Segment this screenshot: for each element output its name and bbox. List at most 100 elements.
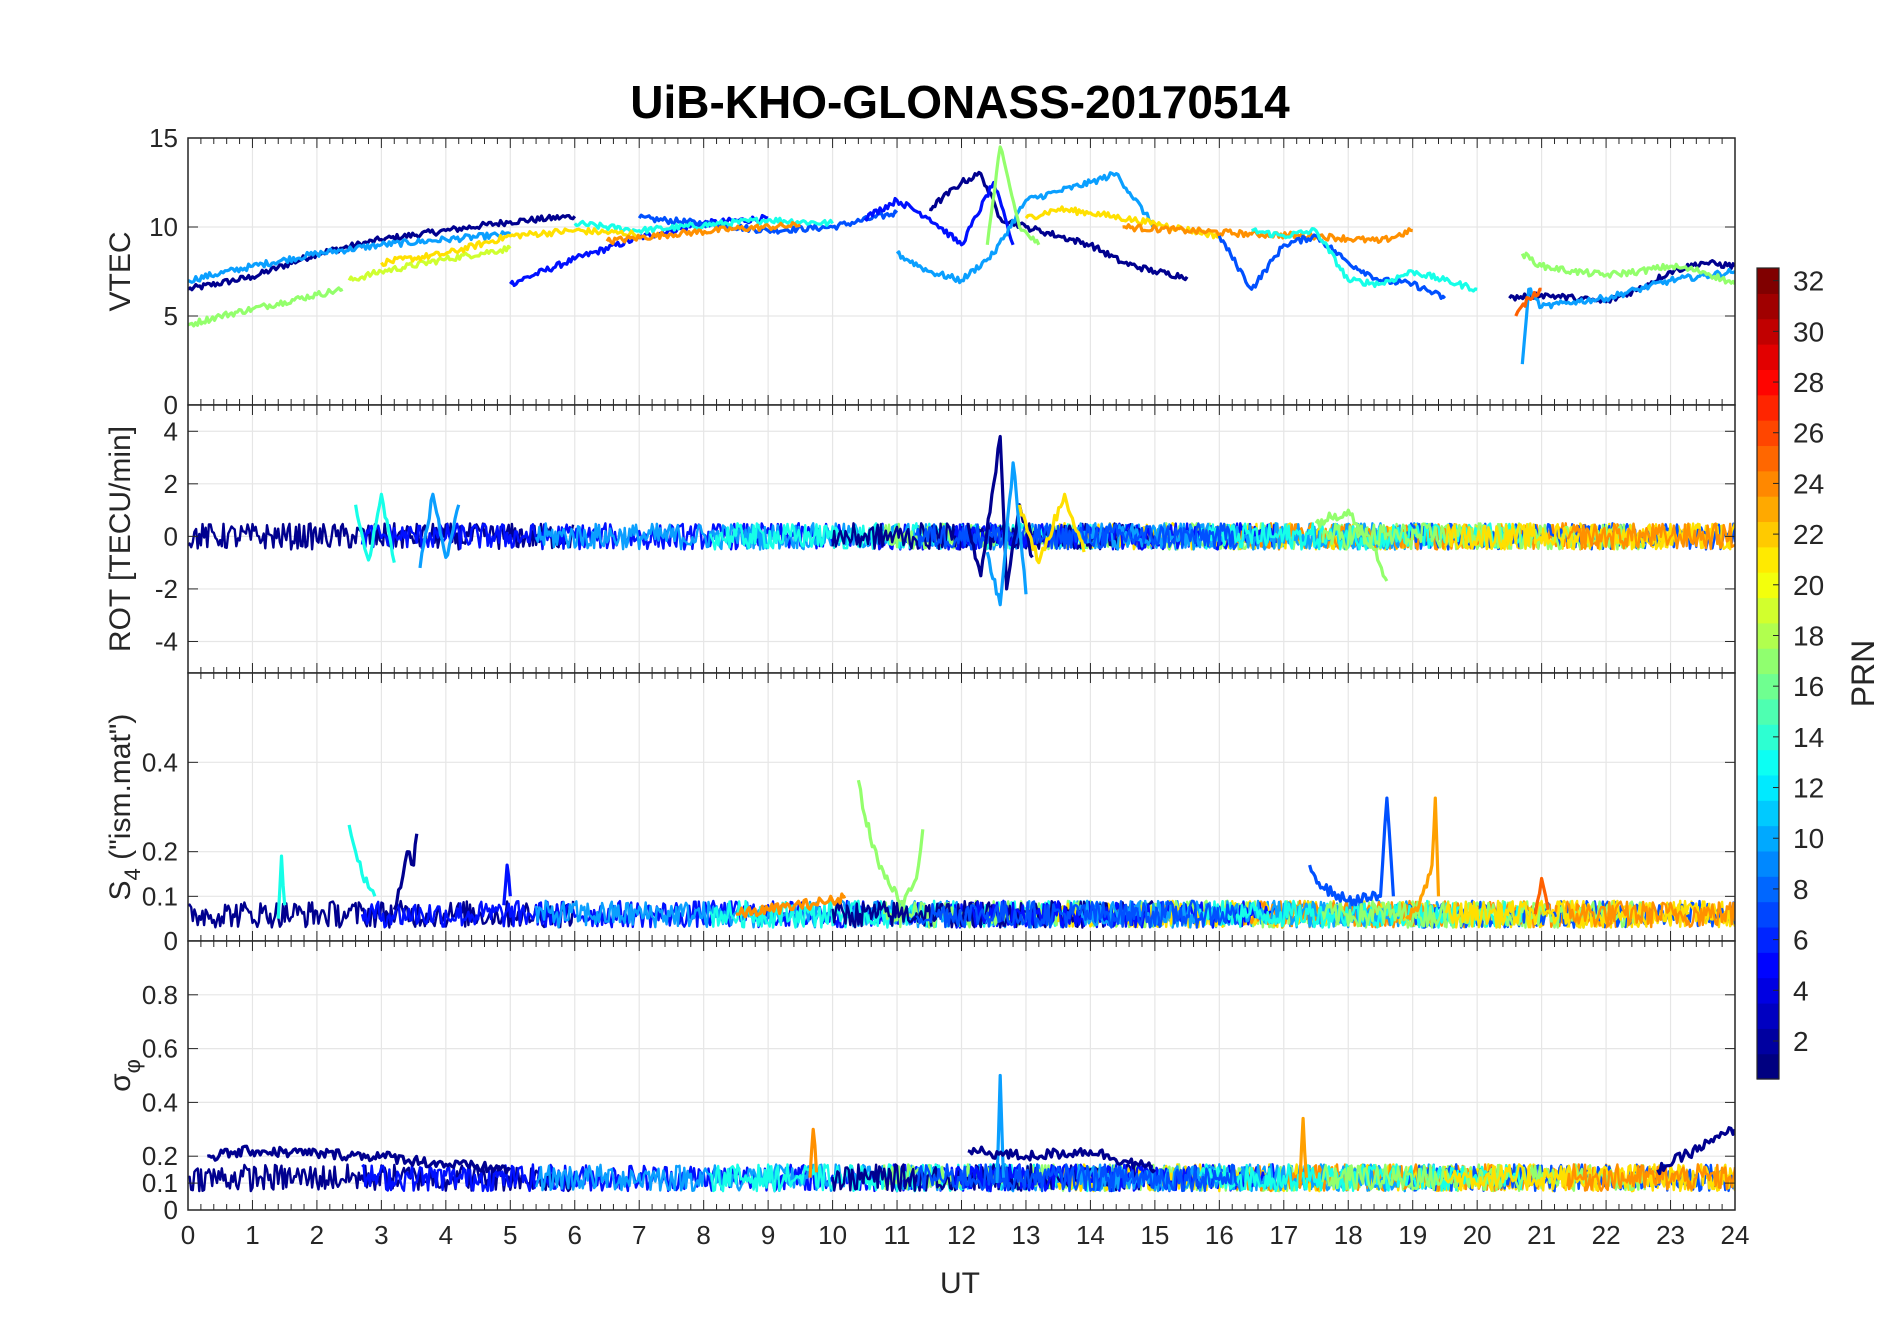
colorbar-segment xyxy=(1757,369,1779,396)
series-line xyxy=(188,230,512,284)
y-tick-label: -2 xyxy=(155,574,178,604)
series-line xyxy=(1017,492,1086,565)
colorbar-segment xyxy=(1757,1053,1779,1080)
colorbar-segment xyxy=(1757,420,1779,447)
y-tick-label: 0.4 xyxy=(142,747,178,777)
series-line xyxy=(995,1073,1005,1184)
series-line xyxy=(392,833,419,911)
y-tick-label: 0 xyxy=(164,521,178,551)
x-axis-label: UT xyxy=(940,1267,980,1300)
series-line xyxy=(354,492,396,563)
colorbar-tick-label: 22 xyxy=(1793,519,1824,550)
noise-trace xyxy=(1566,1163,1735,1192)
colorbar-segment xyxy=(1757,698,1779,725)
panel-3: 0 0.1 0.2 0.4S4 ("ism.mat") xyxy=(104,672,1736,956)
noise-trace xyxy=(360,899,1007,929)
panel-1: 0 5 10 15 VTEC xyxy=(104,123,1736,420)
series-line xyxy=(347,244,512,282)
noise-trace xyxy=(1566,522,1735,551)
y-tick-label: 0.8 xyxy=(142,980,178,1010)
colorbar-tick-label: 30 xyxy=(1793,316,1824,347)
colorbar-segment xyxy=(1757,521,1779,548)
noise-trace xyxy=(1566,900,1735,929)
colorbar-tick-label: 4 xyxy=(1793,975,1809,1006)
colorbar-tick-label: 16 xyxy=(1793,671,1824,702)
grid xyxy=(187,673,1736,942)
series-line xyxy=(735,892,847,919)
x-tick-label: 19 xyxy=(1398,1220,1427,1250)
colorbar-segment xyxy=(1757,572,1779,599)
colorbar-segment xyxy=(1757,597,1779,624)
series-line xyxy=(188,213,577,292)
x-tick-label: 4 xyxy=(439,1220,453,1250)
x-tick-label: 12 xyxy=(947,1220,976,1250)
y-tick-label: 2 xyxy=(164,469,178,499)
y-tick-label: 0.4 xyxy=(142,1087,178,1117)
x-tick-label: 10 xyxy=(818,1220,847,1250)
x-tick-label: 24 xyxy=(1721,1220,1750,1250)
series-line xyxy=(605,221,801,246)
x-tick-label: 6 xyxy=(568,1220,582,1250)
x-tick-label: 7 xyxy=(632,1220,646,1250)
x-tick-label: 14 xyxy=(1076,1220,1105,1250)
series-line xyxy=(1251,227,1478,293)
colorbar-tick-label: 32 xyxy=(1793,266,1824,297)
series-line xyxy=(188,286,344,328)
series-line xyxy=(502,863,512,906)
x-tick-label: 15 xyxy=(1140,1220,1169,1250)
series-line xyxy=(1314,508,1389,582)
noise-trace xyxy=(188,1163,575,1193)
y-tick-label: 0.2 xyxy=(142,1141,178,1171)
series-line xyxy=(1308,796,1395,907)
colorbar-tick-label: 6 xyxy=(1793,925,1809,956)
x-tick-label: 2 xyxy=(310,1220,324,1250)
colorbar-segment xyxy=(1757,800,1779,827)
colorbar-segment xyxy=(1757,724,1779,751)
colorbar-label: PRN xyxy=(1845,640,1881,708)
colorbar-segment xyxy=(1757,496,1779,523)
series-group xyxy=(188,145,1735,365)
panel-2: -4 -2 0 2 4 ROT [TECU/min] xyxy=(104,404,1736,674)
y-tick-label: 0.6 xyxy=(142,1034,178,1064)
series-line xyxy=(808,1127,819,1178)
x-tick-label: 13 xyxy=(1011,1220,1040,1250)
colorbar-segment xyxy=(1757,749,1779,776)
y-tick-label: 10 xyxy=(149,212,178,242)
series-line xyxy=(895,171,1155,285)
colorbar-tick-label: 28 xyxy=(1793,367,1824,398)
x-tick-label: 0 xyxy=(181,1220,195,1250)
colorbar-segment xyxy=(1757,876,1779,903)
colorbar-segment xyxy=(1757,470,1779,497)
series-line xyxy=(863,180,1015,247)
series-line xyxy=(985,461,1028,607)
series-line xyxy=(856,779,925,907)
noise-trace xyxy=(188,899,575,929)
colorbar-segment xyxy=(1757,1002,1779,1029)
colorbar-segment xyxy=(1757,774,1779,801)
colorbar-segment xyxy=(1757,850,1779,877)
colorbar-frame xyxy=(1756,267,1780,1080)
x-tick-label: 8 xyxy=(696,1220,710,1250)
x-tick-label: 3 xyxy=(374,1220,388,1250)
y-tick-label: 0 xyxy=(164,390,178,420)
x-tick-label: 5 xyxy=(503,1220,517,1250)
colorbar-segment xyxy=(1757,926,1779,953)
colorbar-segment xyxy=(1757,648,1779,675)
series-line xyxy=(1405,796,1441,921)
series-line xyxy=(347,824,377,897)
series-line xyxy=(573,216,834,235)
colorbar-segment xyxy=(1757,445,1779,472)
y-tick-label: -4 xyxy=(155,626,178,656)
y-tick-label: 4 xyxy=(164,416,178,446)
series-line xyxy=(1514,287,1542,317)
series-line xyxy=(206,1144,512,1175)
x-tick-label: 18 xyxy=(1334,1220,1363,1250)
colorbar-segment xyxy=(1757,318,1779,345)
series-line xyxy=(1520,267,1735,365)
x-tick-label: 22 xyxy=(1592,1220,1621,1250)
x-tick-label: 17 xyxy=(1269,1220,1298,1250)
y-axis-label: S4 ("ism.mat") xyxy=(104,714,145,901)
figure-title: UiB-KHO-GLONASS-20170514 xyxy=(630,76,1290,128)
